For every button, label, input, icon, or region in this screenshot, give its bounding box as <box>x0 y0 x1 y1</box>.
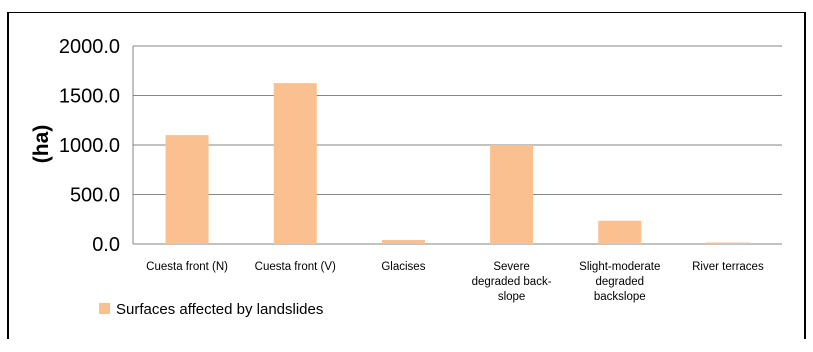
bar <box>165 135 209 244</box>
bar <box>381 240 425 244</box>
x-tick-label: Glacises <box>381 261 425 273</box>
x-tick-label: River terraces <box>692 261 764 273</box>
bar <box>706 242 750 244</box>
legend-swatch <box>99 303 110 314</box>
y-tick-label: 0.0 <box>92 234 120 256</box>
x-tick-label: degraded <box>595 276 644 288</box>
bar <box>490 145 534 244</box>
bar <box>598 220 642 244</box>
y-tick-label: 1500.0 <box>59 86 120 108</box>
x-tick-label: backslope <box>594 291 646 303</box>
y-tick-label: 2000.0 <box>59 36 120 58</box>
chart-frame: 0.0 500.0 1000.0 1500.0 2000.0 (ha) Cuesta fro… <box>7 12 806 339</box>
x-tick-label: Slight-moderate <box>579 261 660 273</box>
x-tick-label: Cuesta front (V) <box>255 261 336 273</box>
legend-label: Surfaces affected by landslides <box>116 301 323 318</box>
bar <box>273 83 317 244</box>
x-tick-label: Cuesta front (N) <box>146 261 228 273</box>
x-tick-label: Severe <box>493 261 529 273</box>
x-tick-label: degraded back- <box>472 276 552 288</box>
y-axis-label: (ha) <box>30 125 53 164</box>
y-tick-label: 1000.0 <box>59 135 120 157</box>
y-tick-label: 500.0 <box>70 185 120 207</box>
x-tick-label: slope <box>498 291 526 303</box>
bar-chart: 0.0 500.0 1000.0 1500.0 2000.0 (ha) Cuesta fro… <box>30 36 782 318</box>
